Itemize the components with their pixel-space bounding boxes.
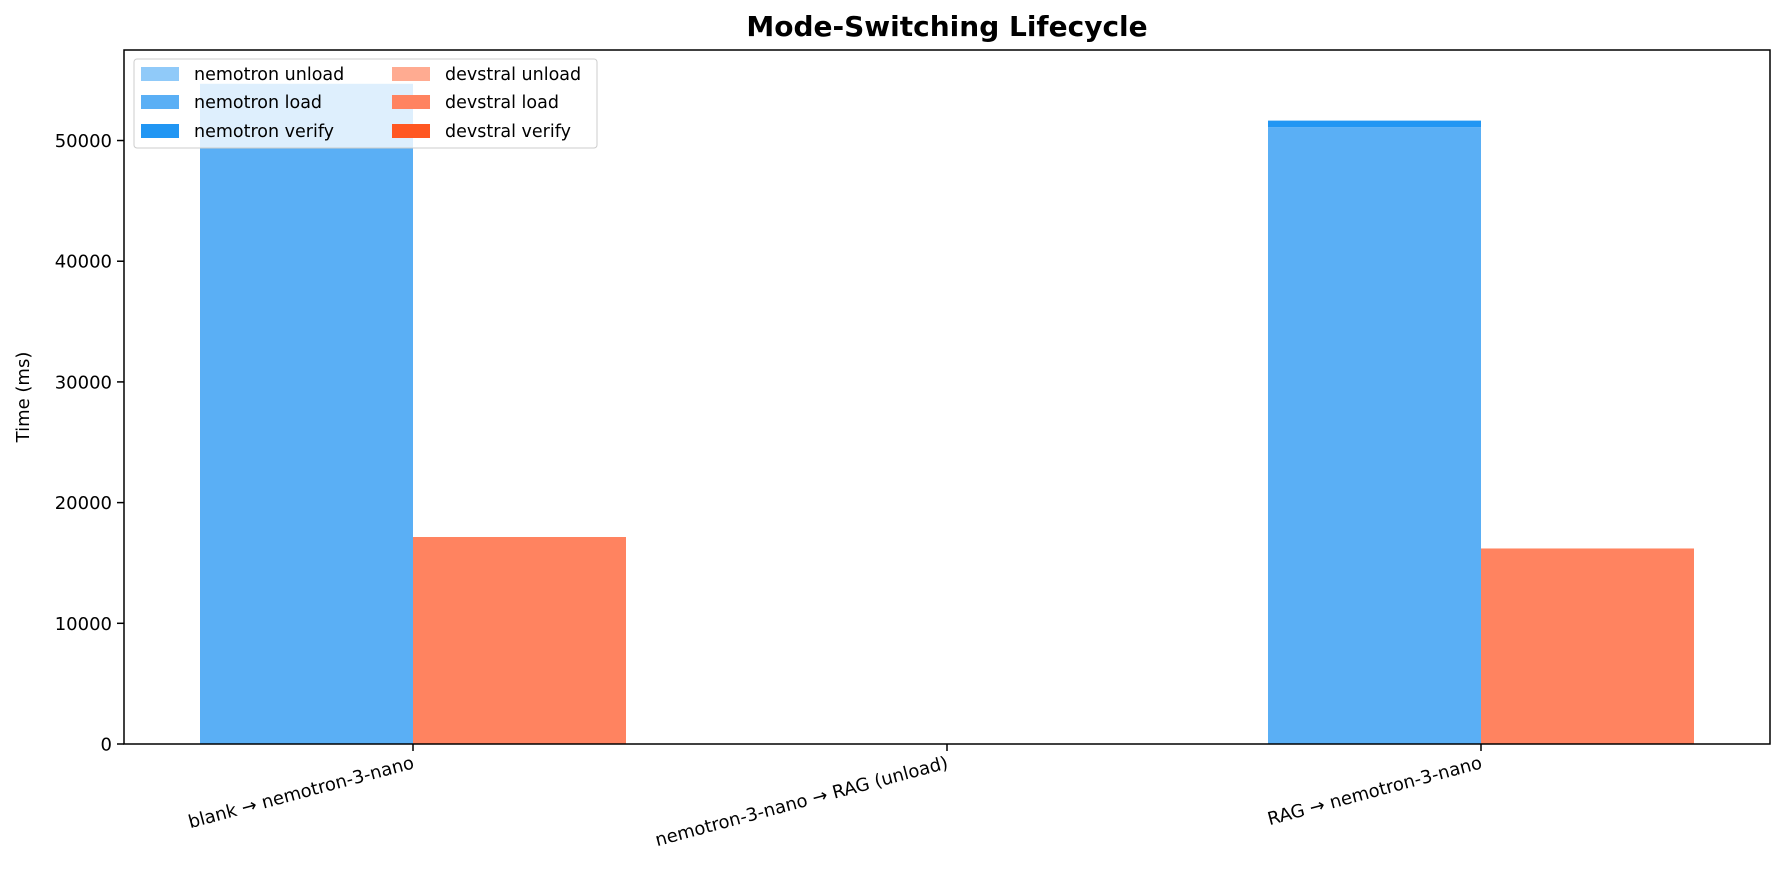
x-axis: blank → nemotron-3-nano nemotron-3-nano →… — [186, 744, 1484, 851]
legend-label: devstral verify — [445, 122, 571, 142]
legend-label: nemotron load — [194, 93, 322, 113]
legend: nemotron unload nemotron load nemotron ver… — [133, 58, 598, 149]
bar-nemotron-load-2 — [1268, 127, 1481, 744]
y-tick-label: 50000 — [55, 131, 112, 152]
legend-label: devstral load — [445, 93, 559, 113]
y-tick-label: 20000 — [55, 493, 112, 514]
legend-box — [133, 58, 598, 149]
chart-title: Mode-Switching Lifecycle — [746, 10, 1147, 43]
legend-swatch — [141, 67, 179, 81]
legend-swatch — [392, 95, 430, 109]
y-tick-label: 40000 — [55, 252, 112, 273]
bar-devstral-load-2 — [1481, 548, 1694, 744]
legend-label: nemotron verify — [194, 122, 334, 142]
y-axis: 0 10000 20000 30000 40000 50000 — [55, 131, 124, 756]
x-tick-label: RAG → nemotron-3-nano — [1265, 753, 1484, 830]
legend-swatch — [141, 95, 179, 109]
y-axis-label: Time (ms) — [13, 352, 34, 444]
bar-nemotron-verify-2 — [1268, 120, 1481, 128]
bar-devstral-load-0 — [413, 537, 626, 744]
y-tick-label: 10000 — [55, 614, 112, 635]
bars-layer — [200, 83, 1694, 744]
x-tick-label: nemotron-3-nano → RAG (unload) — [653, 753, 950, 851]
bar-nemotron-load-0 — [200, 83, 413, 744]
legend-label: devstral unload — [445, 65, 581, 85]
y-tick-label: 30000 — [55, 372, 112, 393]
legend-label: nemotron unload — [194, 65, 344, 85]
y-tick-label: 0 — [101, 735, 112, 756]
legend-swatch — [392, 124, 430, 138]
x-tick-label: blank → nemotron-3-nano — [186, 753, 416, 833]
legend-swatch — [392, 67, 430, 81]
legend-swatch — [141, 124, 179, 138]
